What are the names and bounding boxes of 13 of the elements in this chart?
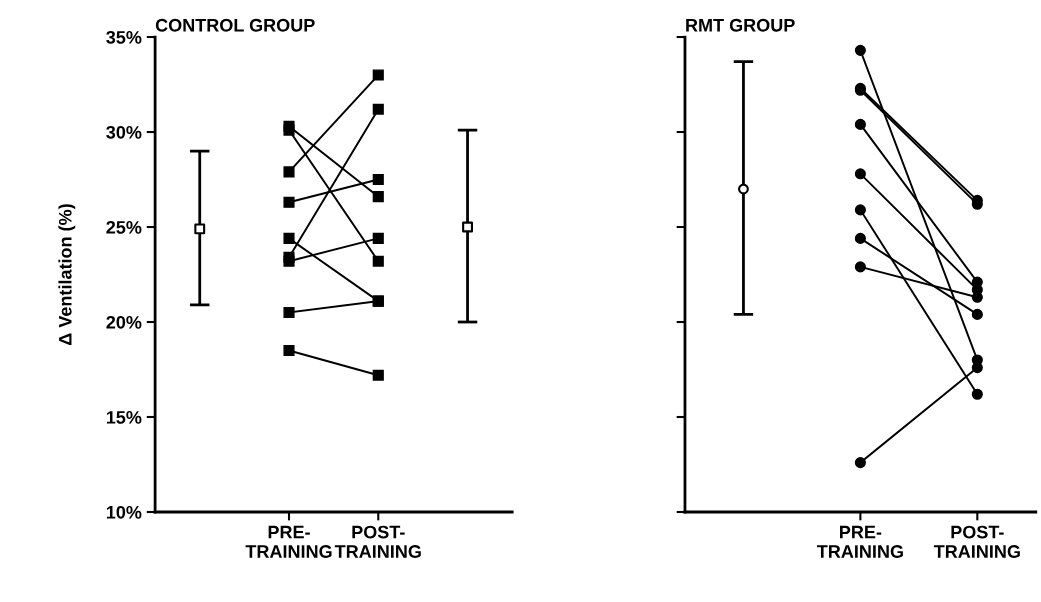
- x-tick-label: POST- TRAINING: [933, 525, 1020, 558]
- y-tick-label: 30%: [106, 125, 142, 139]
- chart-title: RMT GROUP: [686, 18, 795, 32]
- y-tick-label: 25%: [106, 220, 142, 234]
- chart-title: CONTROL GROUP: [155, 18, 315, 32]
- y-tick-label: 10%: [106, 505, 142, 519]
- y-axis-title: Δ Ventilation (%): [58, 204, 76, 345]
- y-tick-label: 15%: [106, 410, 142, 424]
- y-tick-label: 35%: [106, 30, 142, 44]
- x-tick-label: PRE- TRAINING: [816, 525, 903, 558]
- x-tick-label: POST- TRAINING: [334, 525, 421, 558]
- x-tick-label: PRE- TRAINING: [245, 525, 332, 558]
- y-tick-label: 20%: [106, 315, 142, 329]
